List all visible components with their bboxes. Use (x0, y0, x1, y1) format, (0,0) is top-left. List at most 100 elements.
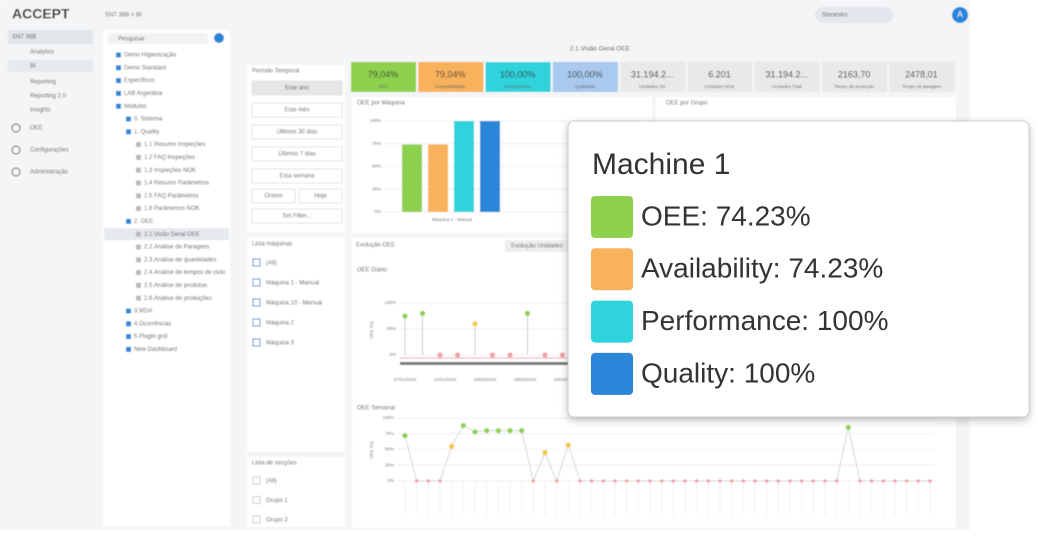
checkbox[interactable] (252, 278, 261, 287)
point (753, 479, 757, 483)
nav-item[interactable]: OEE (30, 126, 43, 132)
checkbox[interactable] (252, 318, 261, 327)
checkbox[interactable] (252, 515, 261, 524)
nav-icon (11, 123, 21, 133)
point (524, 310, 531, 316)
tooltip-item: Availability: 74.23% (641, 253, 883, 284)
kpi-label: Tempo de paragem (902, 84, 941, 89)
tooltip-swatch (591, 248, 633, 291)
tree-icon (136, 206, 141, 212)
tree-item[interactable]: New Dashboard (134, 347, 177, 353)
y-tick-label: 100% (369, 118, 381, 123)
kpi-label: Tempo de produção (834, 84, 874, 89)
sections-panel (247, 457, 345, 527)
point (893, 479, 897, 483)
period-button[interactable] (251, 146, 343, 162)
kpi-label: Disponibilidade (435, 84, 466, 89)
machines-panel (247, 237, 345, 452)
point (402, 313, 408, 319)
search-box[interactable] (815, 7, 893, 23)
checkbox[interactable] (252, 476, 261, 485)
tree-item[interactable]: Específicos (124, 78, 155, 84)
tree-item[interactable]: 1.4 Resumo Parâmetros (144, 181, 209, 187)
tooltip-swatch (591, 196, 633, 238)
x-tick-label: 07/01/2025 (394, 377, 417, 382)
nav-item[interactable]: Reporting (30, 80, 56, 86)
y-tick-label: 0% (387, 478, 394, 483)
tree-item[interactable]: 0. Sistema (134, 117, 163, 123)
checkbox[interactable] (252, 338, 261, 347)
tree-icon (126, 334, 131, 340)
bar (402, 144, 422, 212)
kpi-label: Unidades NOK (704, 84, 734, 89)
tree-item[interactable]: 2.4.Análise de tempos de ciclo (144, 270, 226, 276)
avatar[interactable] (952, 7, 968, 23)
tree-item[interactable]: 1.6 Parâmetros NOK (144, 206, 200, 212)
checkbox[interactable] (252, 298, 261, 307)
tree-item[interactable]: 2.5.Análise de produtos (144, 283, 207, 289)
chart-title: OEE Diário (357, 268, 388, 274)
period-button[interactable] (251, 208, 343, 224)
period-button[interactable] (251, 80, 343, 96)
kpi-value: 2478,01 (905, 69, 938, 79)
list-item: Máquina 2 (266, 321, 295, 327)
tree-search[interactable] (108, 33, 208, 44)
nav-item[interactable]: Analytics (30, 50, 54, 56)
nav-item[interactable]: Insights (30, 108, 51, 114)
tree-item[interactable]: 1. Quality (134, 129, 159, 135)
point (454, 352, 461, 358)
kpi-value: 79,04% (368, 69, 399, 79)
tree-item[interactable]: 5.Plugin grid (134, 334, 167, 340)
period-button[interactable] (251, 188, 296, 204)
tree-item[interactable]: 2.6.Análise de produções (144, 296, 212, 302)
tooltip-box (567, 120, 1030, 418)
checkbox[interactable] (252, 496, 261, 504)
tree-item[interactable]: 2.3.Análise de quantidades (144, 257, 216, 263)
nav-item[interactable]: Administração (30, 170, 69, 176)
kpi-card (485, 62, 551, 92)
list-item: Máquina 1 - Manual (266, 281, 319, 287)
nav-item[interactable]: Configurações (30, 148, 69, 154)
tree-item[interactable]: 2.1.Visão Geral OEE (144, 232, 200, 238)
tree-item[interactable]: 2.2.Análise de Paragens (144, 245, 209, 251)
y-tick-label: 25% (385, 462, 394, 467)
nav-item[interactable]: Reporting 2.0 (30, 94, 67, 100)
add-button[interactable] (214, 33, 224, 43)
tree-icon (136, 231, 141, 237)
kpi-value: 100,00% (567, 69, 603, 79)
checkbox[interactable] (252, 258, 261, 267)
y-tick-label: 25% (372, 186, 381, 191)
period-button[interactable] (251, 124, 343, 140)
tree-item[interactable]: Demo Standard (124, 65, 166, 71)
tree-item[interactable]: 2. OEE (134, 219, 153, 225)
kpi-card (351, 62, 416, 92)
tree-item[interactable]: Demo Higienização (124, 53, 177, 59)
tree-item[interactable]: 1.3 Inspeções NOK (144, 168, 196, 174)
point (565, 442, 571, 448)
nav-icon (11, 167, 21, 177)
tree-icon (116, 52, 121, 58)
line (404, 424, 930, 483)
tree-icon (116, 65, 121, 71)
y-tick-label: 100% (382, 415, 394, 420)
period-button[interactable] (251, 102, 343, 118)
point (858, 479, 862, 483)
tree-icon (136, 257, 141, 263)
kpi-value: 6.201 (708, 69, 731, 79)
point (741, 479, 746, 483)
nav-selector[interactable] (8, 30, 93, 44)
period-button[interactable] (298, 188, 343, 204)
tree-item[interactable]: Módulos (124, 104, 147, 110)
tree-item[interactable]: 3.MDA (134, 309, 152, 315)
nav-item[interactable]: BI (30, 64, 36, 70)
tree-item[interactable]: 1.1 Resumo Inspeções (144, 142, 205, 148)
period-button-text: Este mês (284, 108, 309, 114)
y-tick-label: 75% (372, 141, 381, 146)
tree-item[interactable]: 4.Ocorrências (134, 321, 171, 327)
evolution-title: Evolução OEE (356, 243, 395, 249)
period-button[interactable] (251, 168, 343, 184)
tree-item[interactable]: 1.5 FAQ Parâmetros (144, 193, 199, 199)
tree-item[interactable]: 1.2 FAQ Inspeções (144, 155, 195, 161)
tree-item[interactable]: LAB Argentina (124, 91, 163, 97)
tree-icon (136, 193, 141, 199)
